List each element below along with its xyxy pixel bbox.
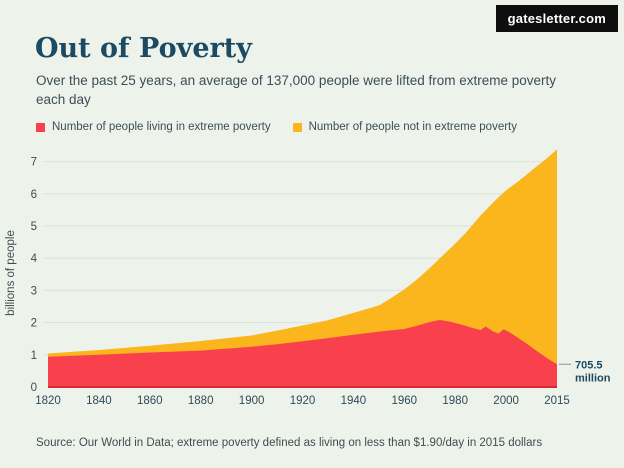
x-tick-label-2000: 2000 [493,395,519,407]
legend-swatch-red [36,122,45,132]
page-title: Out of Poverty [35,33,252,64]
y-tick-label-6: 6 [31,189,37,201]
chart-subtitle: Over the past 25 years, an average of 13… [36,73,557,108]
y-axis-title: billions of people [5,230,17,316]
y-tick-label-1: 1 [31,350,37,362]
x-tick-label-1820: 1820 [35,395,61,407]
x-tick-label-1880: 1880 [188,395,214,407]
annotation-unit: million [575,372,611,384]
legend-label-not-extreme-poverty: Number of people not in extreme poverty [308,121,517,133]
x-tick-label-1940: 1940 [341,395,367,407]
y-tick-label-7: 7 [31,157,37,169]
annotation-value: 705.5 [575,359,603,371]
site-badge-label: gatesletter.com [507,11,606,26]
chart-legend: Number of people living in extreme pover… [36,121,517,133]
x-tick-label-1860: 1860 [137,395,163,407]
poverty-area-chart-svg: 0 1 2 3 4 5 6 7 1820 1840 1860 1880 1900 1920 1940 1960… [5,149,611,407]
x-tick-label-1920: 1920 [290,395,316,407]
y-tick-label-2: 2 [31,318,37,330]
x-tick-label-2015: 2015 [544,395,570,407]
x-tick-label-1840: 1840 [86,395,112,407]
x-tick-label-1980: 1980 [442,395,468,407]
x-tick-label-1960: 1960 [392,395,418,407]
poverty-area-chart: 0 1 2 3 4 5 6 7 1820 1840 1860 1880 1900 1920 1940 1960… [0,143,624,428]
y-tick-label-4: 4 [31,253,38,265]
y-tick-label-0: 0 [31,382,37,394]
area-extreme-poverty [48,320,557,387]
legend-item-not-extreme-poverty: Number of people not in extreme poverty [292,121,517,133]
legend-swatch-yellow [292,122,302,132]
x-tick-label-1900: 1900 [239,395,265,407]
y-tick-label-5: 5 [31,221,37,233]
source-note: Source: Our World in Data; extreme pover… [36,437,543,449]
y-tick-label-3: 3 [31,285,37,297]
site-badge: gatesletter.com [495,5,618,32]
legend-label-extreme-poverty: Number of people living in extreme pover… [52,121,271,133]
legend-item-extreme-poverty: Number of people living in extreme pover… [36,121,271,133]
